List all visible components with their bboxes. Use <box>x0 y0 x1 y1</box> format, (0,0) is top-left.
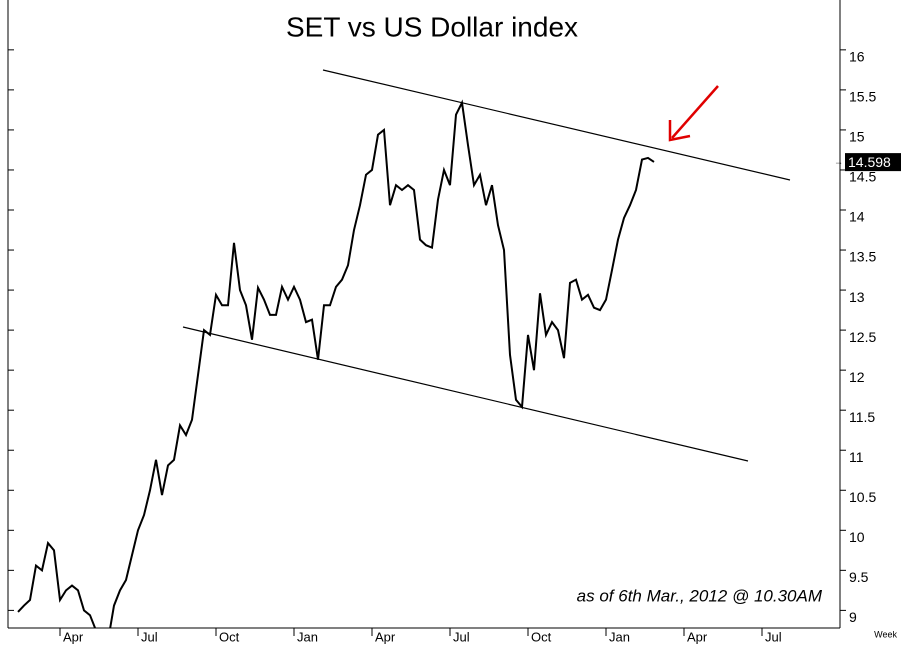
red-arrow <box>668 85 719 142</box>
y-tick-label: 10 <box>849 529 865 545</box>
chart-title: SET vs US Dollar index <box>286 11 578 42</box>
y-tick-label: 13 <box>849 289 865 305</box>
x-tick-label: Jul <box>453 629 470 644</box>
annotation: as of 6th Mar., 2012 @ 10.30AM <box>577 586 823 605</box>
x-tick-label: Jan <box>297 629 318 644</box>
last-value-arrow: → <box>834 156 843 166</box>
y-tick-label: 9.5 <box>849 569 869 585</box>
x-tick-label: Oct <box>219 629 240 644</box>
upper-trend-line <box>322 69 791 181</box>
y-tick-label: 16 <box>849 49 865 65</box>
y-tick-label: 14.5 <box>849 169 876 185</box>
x-tick-label: Apr <box>63 629 84 644</box>
y-tick-label: 12.5 <box>849 329 876 345</box>
y-tick-label: 15 <box>849 129 865 145</box>
data-line <box>17 99 655 628</box>
x-tick-label: Jul <box>141 629 158 644</box>
y-tick-label: 9 <box>849 609 857 625</box>
y-tick-label: 13.5 <box>849 249 876 265</box>
last-value-label: 14.598 <box>848 154 891 170</box>
y-tick-label: 10.5 <box>849 489 876 505</box>
y-tick-label: 11 <box>849 449 864 465</box>
y-tick-label: 11.5 <box>849 409 875 425</box>
y-tick-label: 14 <box>849 209 865 225</box>
x-tick-label: Apr <box>687 629 708 644</box>
x-tick-label: Jul <box>765 629 782 644</box>
y-tick-label: 15.5 <box>849 89 876 105</box>
last-value-box <box>845 153 901 172</box>
x-tick-label: Jan <box>609 629 630 644</box>
x-tick-label: Oct <box>531 629 552 644</box>
x-axis-label: Week <box>874 629 897 639</box>
y-tick-label: 12 <box>849 369 865 385</box>
x-tick-label: Apr <box>375 629 396 644</box>
lower-trend-line <box>182 326 749 462</box>
